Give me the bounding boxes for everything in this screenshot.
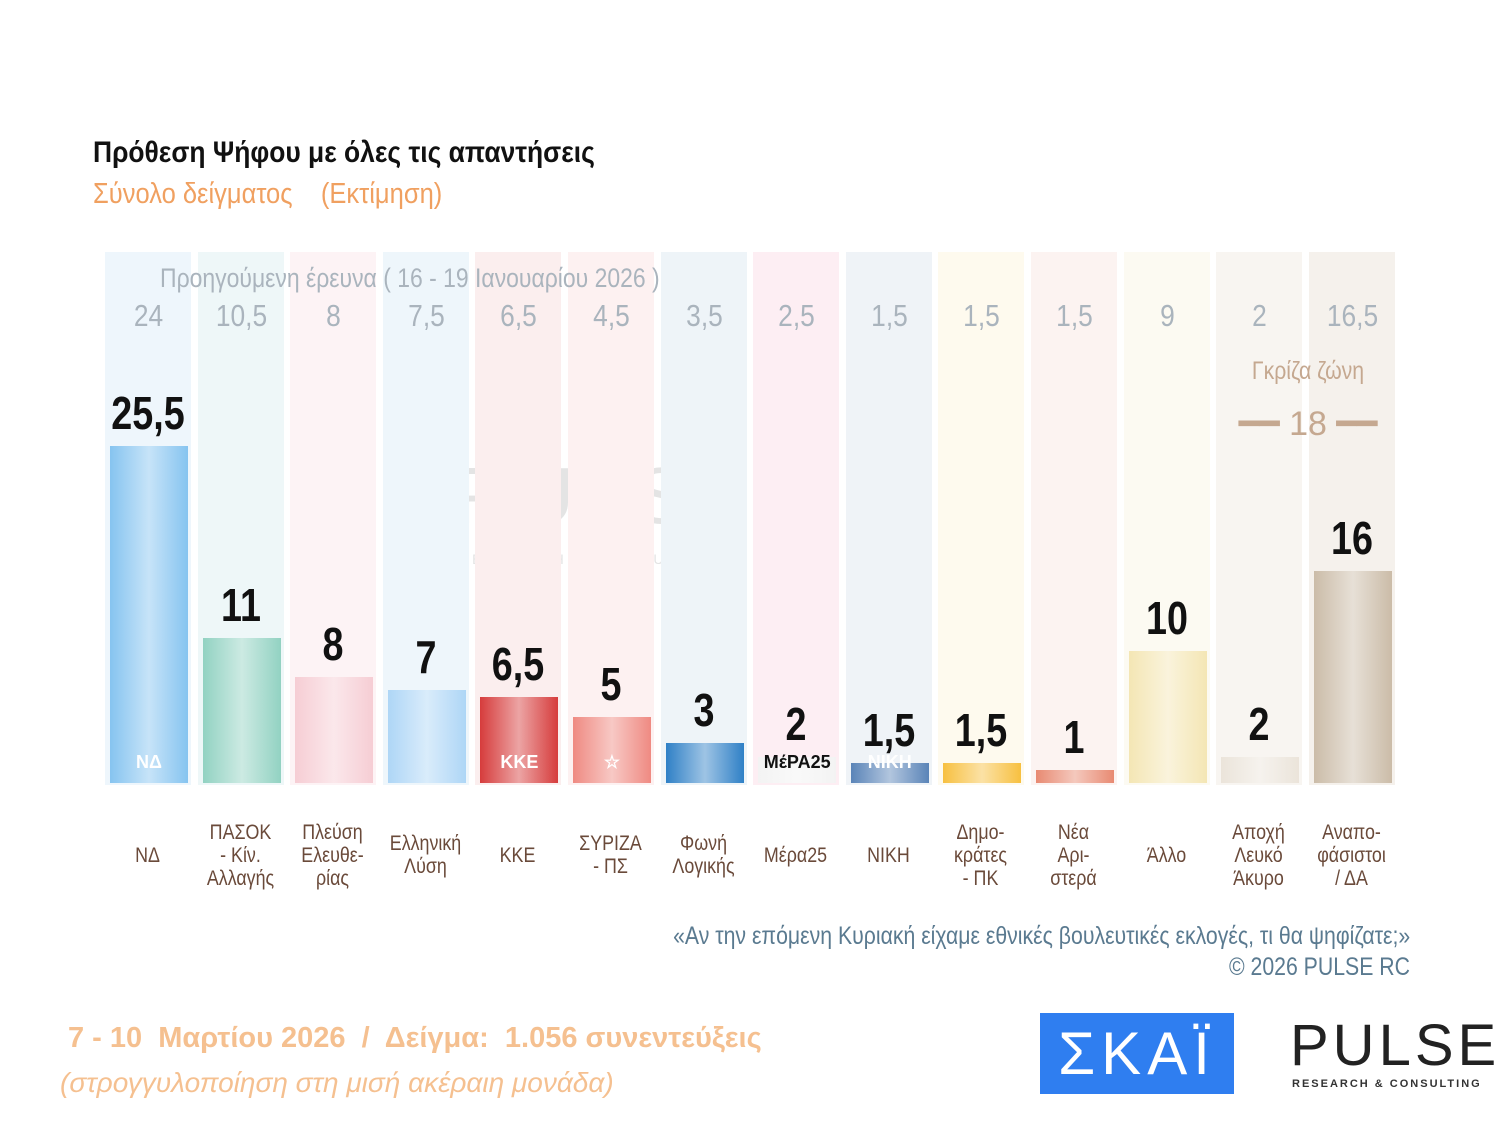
value-label: 1,5 — [955, 704, 1008, 757]
column-band — [845, 252, 932, 785]
value-label: 25,5 — [111, 386, 185, 439]
previous-value: 1,5 — [1056, 298, 1093, 333]
party-logo: ΝΔ — [136, 751, 162, 772]
bar — [295, 677, 374, 783]
value-label: 10 — [1145, 591, 1188, 644]
bar — [387, 690, 466, 783]
previous-value: 16,5 — [1326, 298, 1378, 333]
value-label: 2 — [1248, 697, 1270, 750]
category-label: ΝΔ — [135, 843, 160, 867]
previous-value: 6,5 — [500, 298, 538, 333]
category-label: ΠΑΣΟΚ - Κίν. Αλλαγής — [206, 820, 274, 890]
category-label: Δημο- κράτες - ΠΚ — [954, 820, 1008, 890]
bar — [1313, 571, 1392, 783]
survey-question: «Αν την επόμενη Κυριακή είχαμε εθνικές β… — [672, 922, 1410, 950]
pulse-logo-sub: RESEARCH & CONSULTING — [1292, 1078, 1482, 1090]
party-logo: ΜέΡΑ25 — [763, 751, 831, 772]
chart-subtitle: Σύνολο δείγματος (Εκτίμηση) — [93, 178, 443, 210]
previous-survey-label: Προηγούμενη έρευνα ( 16 - 19 Ιανουαρίου … — [160, 263, 660, 293]
value-label: 3 — [693, 684, 715, 737]
chart-title: Πρόθεση Ψήφου με όλες τις απαντήσεις — [93, 136, 595, 169]
rounding-note: (στρογγυλοποίηση στη μισή ακέραιη μονάδα… — [60, 1067, 614, 1098]
previous-value: 1,5 — [870, 298, 908, 333]
column-band — [753, 252, 840, 785]
column-band — [475, 252, 562, 785]
value-label: 11 — [220, 578, 261, 631]
survey-date-sample: 7 - 10 Μαρτίου 2026 / Δείγμα: 1.056 συνε… — [68, 1022, 762, 1054]
column-band — [938, 252, 1025, 785]
value-label: 8 — [322, 618, 344, 671]
bar — [850, 763, 929, 783]
party-logo: ☆ — [603, 751, 621, 772]
bar — [1221, 756, 1300, 783]
bar — [758, 756, 837, 783]
bar — [202, 637, 281, 783]
category-label: ΣΥΡΙΖΑ - ΠΣ — [579, 832, 642, 878]
value-label: 1 — [1063, 710, 1085, 763]
previous-value: 9 — [1159, 298, 1175, 333]
category-label: Νέα Αρι- στερά — [1050, 820, 1097, 890]
bar — [1128, 650, 1207, 783]
skai-logo: ΣΚΑΪ — [1040, 1013, 1234, 1094]
party-logo: ΚΚΕ — [500, 751, 539, 772]
previous-value: 2,5 — [778, 298, 816, 333]
column-band — [568, 252, 654, 785]
previous-value: 7,5 — [407, 298, 445, 333]
category-label: Μέρα25 — [764, 843, 828, 867]
value-label: 5 — [600, 657, 622, 710]
value-label: 6,5 — [492, 638, 545, 691]
column-band — [1031, 252, 1117, 785]
category-label: Αναπο- φάσιστοι / ΔΑ — [1316, 820, 1386, 890]
bar — [1036, 769, 1114, 783]
party-logo: ΝΙΚΗ — [867, 751, 912, 772]
category-label: Φωνή Λογικής — [671, 832, 735, 878]
grey-zone-value: ━━ 18 ━━ — [1238, 405, 1378, 443]
grey-zone-label: Γκρίζα ζώνη — [1251, 357, 1365, 385]
previous-value: 3,5 — [685, 298, 723, 333]
previous-value: 2 — [1252, 298, 1268, 333]
pulse-logo: PULSE — [1290, 1013, 1500, 1078]
previous-value: 10,5 — [215, 298, 267, 333]
value-label: 1,5 — [862, 704, 916, 757]
column-band — [1216, 252, 1303, 785]
bar — [573, 716, 651, 783]
previous-value: 24 — [133, 298, 164, 333]
copyright: © 2026 PULSE RC — [1228, 953, 1410, 981]
bar — [943, 763, 1022, 783]
category-label: Ελληνική Λύση — [389, 832, 462, 878]
value-label: 16 — [1330, 512, 1373, 565]
value-label: 7 — [415, 631, 437, 684]
bar — [110, 445, 188, 783]
column-band — [660, 252, 747, 785]
bar — [665, 743, 744, 783]
category-label: ΚΚΕ — [500, 843, 536, 867]
value-label: 2 — [785, 697, 807, 750]
category-label: ΝΙΚΗ — [866, 843, 910, 867]
category-label: Άλλο — [1146, 843, 1186, 867]
previous-value: 8 — [326, 298, 342, 333]
bar — [480, 697, 559, 783]
previous-value: 1,5 — [963, 298, 1001, 333]
category-label: Αποχή Λευκό Άκυρο — [1232, 820, 1286, 890]
previous-value: 4,5 — [593, 298, 630, 333]
category-label: Πλεύση Ελευθε- ρίας — [301, 820, 364, 890]
